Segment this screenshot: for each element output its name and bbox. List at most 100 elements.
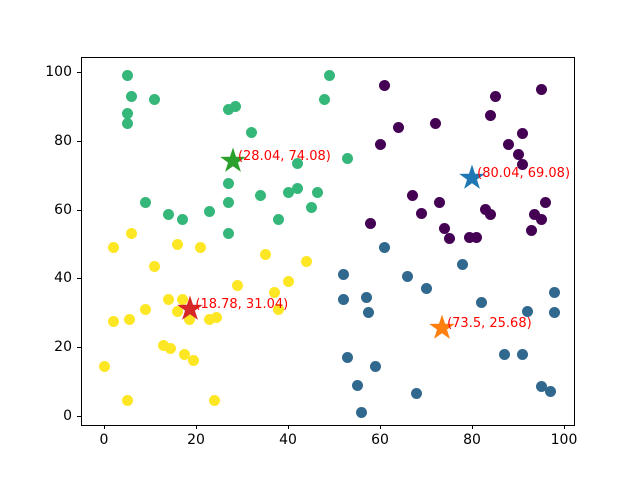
- data-point-cluster-yellow: [139, 303, 151, 315]
- centroid-green-label: (28.04, 74.08): [237, 149, 331, 165]
- data-point-cluster-blue: [549, 307, 561, 319]
- data-point-cluster-yellow: [211, 312, 223, 324]
- centroid-orange-star-icon: [427, 313, 457, 343]
- x-tick-label: 60: [371, 432, 389, 448]
- x-tick-mark: [104, 425, 105, 429]
- data-point-cluster-purple: [471, 231, 483, 243]
- data-point-cluster-green: [176, 214, 188, 226]
- centroid-red-label: (18.78, 31.04): [195, 297, 289, 313]
- data-point-cluster-blue: [457, 259, 469, 271]
- data-point-cluster-blue: [342, 352, 354, 364]
- data-point-cluster-yellow: [162, 293, 174, 305]
- data-point-cluster-blue: [351, 379, 363, 391]
- data-point-cluster-blue: [379, 241, 391, 253]
- data-point-cluster-purple: [512, 149, 524, 161]
- data-point-cluster-purple: [392, 121, 404, 133]
- centroid-red-star-icon: [175, 294, 205, 324]
- data-point-cluster-purple: [429, 118, 441, 130]
- data-point-cluster-blue: [549, 286, 561, 298]
- data-point-cluster-purple: [535, 83, 547, 95]
- data-point-cluster-green: [319, 94, 331, 106]
- centroid-blue-label: (80.04, 69.08): [477, 166, 571, 182]
- data-point-cluster-yellow: [259, 248, 271, 260]
- y-tick-label: 40: [54, 270, 72, 287]
- data-point-cluster-yellow: [204, 314, 216, 326]
- data-point-cluster-green: [204, 205, 216, 217]
- data-point-cluster-yellow: [149, 260, 161, 272]
- data-point-cluster-purple: [415, 207, 427, 219]
- data-point-cluster-green: [323, 69, 335, 81]
- x-tick-label: 80: [463, 432, 481, 448]
- x-tick-mark: [564, 425, 565, 429]
- data-point-cluster-purple: [464, 231, 476, 243]
- data-point-cluster-green: [121, 69, 133, 81]
- data-point-cluster-purple: [528, 209, 540, 221]
- data-point-cluster-purple: [526, 224, 538, 236]
- data-point-cluster-yellow: [158, 339, 170, 351]
- data-point-cluster-yellow: [188, 355, 200, 367]
- data-point-cluster-green: [305, 202, 317, 214]
- x-tick-mark: [380, 425, 381, 429]
- x-tick-mark: [196, 425, 197, 429]
- plot-area: 0 20 40 60 80 100 0 20 40 60 80 100 (28.04, 74.08) (…: [45, 57, 577, 448]
- data-point-cluster-purple: [535, 214, 547, 226]
- data-point-cluster-purple: [540, 197, 552, 209]
- data-point-cluster-blue: [517, 348, 529, 360]
- data-point-cluster-blue: [544, 386, 556, 398]
- data-point-cluster-purple: [484, 109, 496, 121]
- y-tick-label: 0: [63, 408, 72, 424]
- x-tick-mark: [288, 425, 289, 429]
- x-tick-label: 40: [279, 432, 297, 448]
- data-point-cluster-green: [162, 209, 174, 221]
- data-point-cluster-green: [291, 157, 303, 169]
- y-tick-label: 20: [54, 339, 72, 356]
- data-point-cluster-yellow: [165, 343, 177, 355]
- data-point-cluster-green: [126, 90, 138, 102]
- y-tick-label: 80: [54, 132, 72, 149]
- data-point-cluster-blue: [535, 381, 547, 393]
- data-point-cluster-green: [312, 186, 324, 198]
- data-point-cluster-green: [222, 228, 234, 240]
- data-point-cluster-yellow: [123, 314, 135, 326]
- data-point-cluster-green: [273, 214, 285, 226]
- data-point-cluster-purple: [484, 209, 496, 221]
- data-point-cluster-blue: [363, 307, 374, 319]
- data-point-cluster-blue: [475, 296, 487, 308]
- data-point-cluster-purple: [365, 217, 377, 229]
- centroid-green-star-icon: [218, 146, 248, 176]
- data-point-cluster-green: [121, 118, 133, 130]
- data-point-cluster-green: [121, 107, 133, 119]
- data-point-cluster-purple: [406, 190, 418, 202]
- data-point-cluster-yellow: [107, 241, 119, 253]
- data-point-cluster-green: [254, 190, 266, 202]
- data-point-cluster-yellow: [231, 279, 243, 291]
- centroid-orange-label: (73.5, 25.68): [447, 315, 532, 331]
- data-point-cluster-green: [291, 183, 303, 195]
- y-tick-mark: [77, 72, 81, 73]
- data-point-cluster-yellow: [121, 395, 133, 407]
- data-point-cluster-purple: [438, 223, 450, 235]
- data-point-cluster-blue: [420, 283, 432, 295]
- y-tick-label: 60: [54, 201, 72, 218]
- data-point-cluster-yellow: [98, 360, 110, 372]
- x-tick-label: 100: [550, 432, 578, 448]
- data-point-cluster-yellow: [208, 395, 220, 407]
- data-point-cluster-green: [222, 197, 234, 209]
- y-tick-mark: [77, 347, 81, 349]
- data-point-cluster-blue: [337, 293, 349, 305]
- data-point-cluster-yellow: [282, 276, 294, 288]
- data-point-cluster-blue: [402, 271, 414, 283]
- data-point-cluster-blue: [411, 388, 423, 400]
- centroid-blue-star-icon: [457, 163, 487, 193]
- data-point-cluster-yellow: [172, 305, 184, 317]
- data-point-cluster-yellow: [176, 293, 188, 305]
- data-point-cluster-yellow: [183, 314, 195, 326]
- data-point-cluster-green: [229, 100, 241, 112]
- data-point-cluster-yellow: [300, 255, 312, 267]
- data-point-cluster-purple: [434, 197, 446, 209]
- data-point-cluster-yellow: [172, 238, 184, 250]
- data-point-cluster-purple: [379, 80, 391, 92]
- data-point-cluster-green: [282, 186, 294, 198]
- data-point-cluster-green: [245, 126, 257, 138]
